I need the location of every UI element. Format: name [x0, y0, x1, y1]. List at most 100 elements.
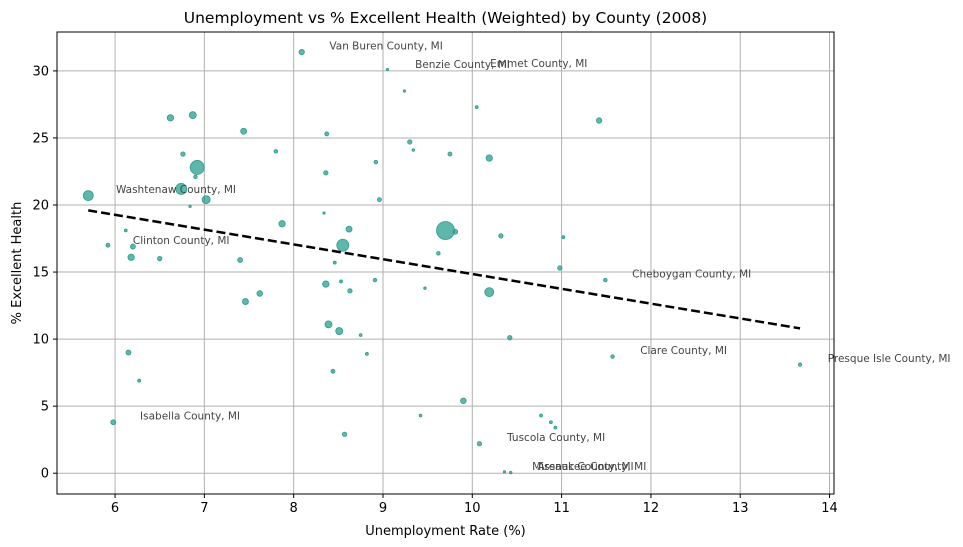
data-point	[336, 238, 350, 252]
data-point	[201, 195, 211, 205]
county-annotation: Arenac County, MI	[537, 461, 633, 473]
x-tick-label: 6	[111, 501, 119, 516]
data-point	[603, 277, 608, 283]
county-annotation: Benzie County, MI	[415, 59, 510, 71]
county-annotation: Clinton County, MI	[133, 235, 230, 247]
data-point	[385, 67, 390, 72]
data-point	[345, 225, 353, 233]
data-point	[460, 397, 467, 404]
data-point	[180, 151, 186, 157]
annotations: Van Buren County, MI Benzie County, MIEmm…	[116, 40, 951, 472]
data-point	[256, 290, 263, 297]
data-point	[188, 204, 192, 208]
x-tick-label: 13	[732, 501, 749, 516]
data-point	[240, 127, 248, 135]
x-tick-label: 14	[821, 501, 838, 516]
county-annotation: Emmet County, MI	[490, 58, 587, 70]
data-point	[157, 256, 163, 262]
data-point	[553, 425, 558, 430]
county-annotation: Clare County, MI	[640, 345, 727, 357]
data-point	[175, 183, 188, 195]
data-point	[347, 288, 353, 294]
trend-line	[88, 209, 801, 330]
data-point	[323, 170, 329, 176]
data-point	[127, 253, 135, 261]
data-point	[322, 211, 326, 215]
data-point	[341, 431, 348, 437]
data-point	[335, 327, 344, 335]
y-tick-label: 0	[41, 467, 49, 482]
data-point	[407, 139, 413, 145]
data-point	[330, 368, 336, 374]
data-point	[507, 335, 513, 341]
data-point	[423, 286, 427, 290]
data-point	[189, 160, 205, 175]
data-point	[125, 349, 132, 356]
data-point	[596, 117, 603, 124]
data-point	[452, 229, 459, 235]
data-point	[193, 174, 198, 180]
county-annotation: Missaukee County, MI	[532, 461, 646, 473]
x-axis-title: Unemployment Rate (%)	[365, 524, 526, 539]
data-point	[123, 228, 128, 233]
data-point	[110, 419, 117, 426]
data-point	[372, 277, 378, 283]
grid	[57, 32, 834, 494]
data-point	[339, 279, 343, 284]
data-point	[278, 220, 286, 228]
x-tick-label: 10	[464, 501, 481, 516]
data-point	[447, 151, 453, 157]
county-annotation: Presque Isle County, MI	[828, 353, 951, 365]
y-tick-label: 5	[41, 400, 49, 415]
data-point	[539, 413, 543, 418]
y-tick-label: 15	[32, 266, 49, 281]
y-tick-label: 25	[32, 131, 49, 146]
data-point	[474, 105, 479, 110]
data-point	[498, 233, 504, 239]
chart-title: Unemployment vs % Excellent Health (Weig…	[184, 9, 707, 27]
y-tick-label: 30	[32, 64, 49, 79]
data-point	[508, 470, 513, 475]
data-point	[188, 111, 197, 120]
data-point	[484, 287, 495, 298]
data-point	[436, 251, 441, 256]
data-point	[373, 159, 379, 165]
data-point	[797, 362, 803, 367]
county-annotation: Tuscola County, MI	[506, 432, 605, 444]
data-point	[322, 280, 330, 288]
data-point	[485, 154, 493, 162]
data-point	[502, 470, 507, 474]
data-point	[377, 197, 382, 203]
data-point	[82, 190, 94, 202]
data-point	[242, 298, 249, 305]
y-tick-label: 20	[32, 198, 49, 213]
data-point	[476, 441, 483, 447]
data-point	[436, 221, 455, 240]
x-tick-label: 9	[379, 501, 387, 516]
data-point	[237, 257, 243, 263]
x-tick-label: 12	[643, 501, 660, 516]
plot-frame	[56, 31, 835, 495]
x-axis-ticks: 6 7 8 9 10 11 12 13 14	[111, 494, 838, 516]
data-point	[365, 351, 369, 356]
data-point	[418, 413, 423, 418]
county-annotation: Washtenaw County, MI	[116, 184, 236, 196]
data-point	[298, 49, 305, 56]
county-annotation: Isabella County, MI	[140, 411, 240, 423]
data-point	[610, 354, 615, 359]
scatter-points	[82, 49, 803, 475]
data-point	[548, 420, 553, 425]
y-tick-label: 10	[32, 333, 49, 348]
data-point	[411, 148, 416, 152]
y-axis-title: % Excellent Health	[10, 202, 25, 325]
data-point	[166, 114, 175, 122]
x-tick-label: 8	[290, 501, 298, 516]
county-annotation: Cheboygan County, MI	[632, 268, 751, 280]
data-point	[402, 89, 407, 93]
x-tick-label: 7	[200, 501, 208, 516]
data-point	[105, 242, 111, 248]
data-point	[273, 149, 279, 154]
data-point	[324, 131, 330, 137]
data-point	[137, 378, 142, 383]
